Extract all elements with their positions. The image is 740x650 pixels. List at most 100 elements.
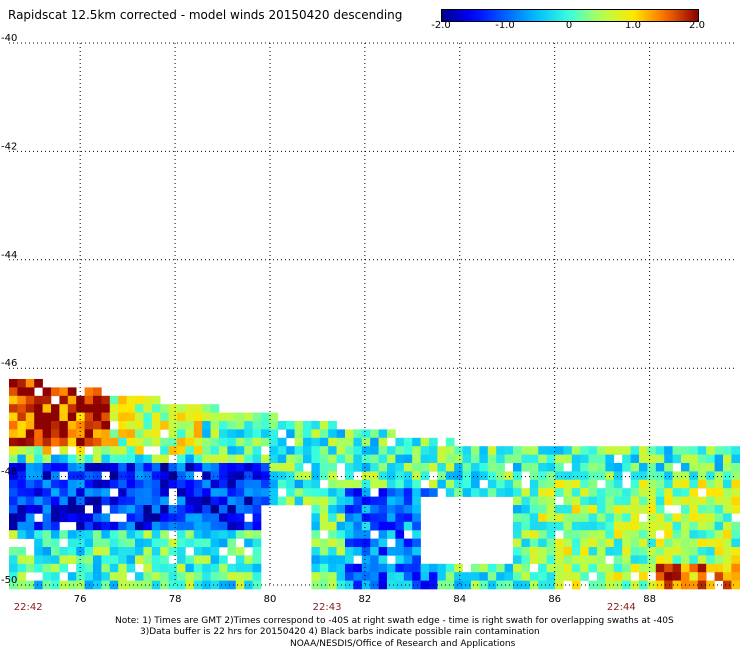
heatmap-cell [135, 530, 144, 539]
heatmap-cell [353, 463, 363, 472]
heatmap-cell [487, 488, 497, 497]
heatmap-cell [25, 387, 35, 397]
heatmap-cell [588, 463, 598, 472]
heatmap-cell [311, 538, 321, 548]
heatmap-cell [67, 547, 77, 556]
heatmap-cell [395, 521, 405, 531]
heatmap-cell [84, 387, 94, 397]
heatmap-cell [42, 454, 52, 464]
heatmap-cell [555, 488, 564, 497]
heatmap-cell [67, 513, 77, 523]
heatmap-cell [252, 488, 262, 497]
heatmap-cell [25, 521, 35, 531]
heatmap-cell [689, 572, 699, 581]
heatmap-cell [51, 479, 60, 489]
heatmap-cell [311, 505, 321, 514]
heatmap-cell [269, 479, 279, 489]
heatmap-cell [193, 429, 203, 439]
heatmap-cell [76, 521, 85, 531]
heatmap-cell [681, 488, 690, 497]
heatmap-cell [42, 521, 52, 531]
heatmap-cell [697, 555, 707, 565]
heatmap-cell [219, 437, 228, 447]
heatmap-cell [336, 572, 346, 581]
heatmap-cell [647, 521, 657, 531]
heatmap-cell [59, 429, 69, 439]
heatmap-cell [328, 555, 337, 565]
heatmap-cell [622, 446, 631, 455]
heatmap-cell [126, 421, 136, 430]
colorbar-tick-label: 1.0 [625, 20, 641, 31]
heatmap-cell [25, 437, 35, 447]
heatmap-cell [84, 488, 94, 497]
heatmap-cell [303, 496, 312, 506]
heatmap-cell [513, 547, 522, 556]
heatmap-cell [17, 530, 27, 539]
heatmap-cell [219, 454, 228, 464]
heatmap-cell [529, 496, 539, 506]
heatmap-cell [563, 547, 573, 556]
heatmap-cell [109, 563, 119, 573]
heatmap-cell [135, 463, 144, 472]
heatmap-cell [714, 563, 724, 573]
heatmap-cell [563, 496, 573, 506]
heatmap-cell [59, 463, 69, 472]
heatmap-cell [303, 479, 312, 489]
heatmap-cell [227, 563, 237, 573]
heatmap-cell [723, 488, 732, 497]
heatmap-cell [647, 563, 657, 573]
heatmap-cell [689, 454, 699, 464]
heatmap-cell [151, 572, 161, 581]
heatmap-cell [67, 505, 77, 514]
heatmap-cell [672, 580, 682, 590]
heatmap-cell [101, 496, 111, 506]
heatmap-cell [42, 530, 52, 539]
heatmap-cell [109, 412, 119, 422]
heatmap-cell [655, 505, 665, 514]
heatmap-cell [42, 404, 52, 413]
heatmap-cell [135, 471, 144, 481]
heatmap-cell [336, 479, 346, 489]
heatmap-cell [714, 530, 724, 539]
heatmap-cell [345, 454, 354, 464]
heatmap-cell [706, 555, 715, 565]
heatmap-cell [151, 555, 161, 565]
heatmap-cell [345, 547, 354, 556]
heatmap-cell [353, 496, 363, 506]
heatmap-cell [34, 454, 43, 464]
heatmap-cell [571, 479, 581, 489]
heatmap-cell [403, 454, 413, 464]
heatmap-cell [25, 488, 35, 497]
heatmap-cell [723, 547, 732, 556]
heatmap-cell [328, 463, 337, 472]
heatmap-cell [42, 479, 52, 489]
heatmap-cell [580, 479, 589, 489]
heatmap-cell [143, 530, 153, 539]
heatmap-cell [67, 488, 77, 497]
heatmap-cell [25, 446, 35, 455]
heatmap-cell [622, 454, 631, 464]
heatmap-cell [580, 505, 589, 514]
heatmap-cell [9, 479, 18, 489]
heatmap-cell [521, 572, 531, 581]
heatmap-cell [714, 521, 724, 531]
heatmap-cell [311, 479, 321, 489]
heatmap-cell [361, 437, 371, 447]
heatmap-cell [17, 454, 27, 464]
heatmap-cell [723, 463, 732, 472]
heatmap-cell [118, 395, 127, 405]
heatmap-cell [185, 538, 195, 548]
heatmap-cell [101, 429, 111, 439]
heatmap-cell [227, 496, 237, 506]
heatmap-cell [345, 505, 354, 514]
heatmap-cell [487, 479, 497, 489]
heatmap-cell [244, 446, 253, 455]
heatmap-cell [210, 463, 220, 472]
heatmap-cell [303, 471, 312, 481]
heatmap-cell [67, 538, 77, 548]
heatmap-cell [622, 563, 631, 573]
heatmap-cell [109, 580, 119, 590]
heatmap-cell [286, 496, 295, 506]
heatmap-cell [387, 446, 396, 455]
heatmap-cell [252, 538, 262, 548]
